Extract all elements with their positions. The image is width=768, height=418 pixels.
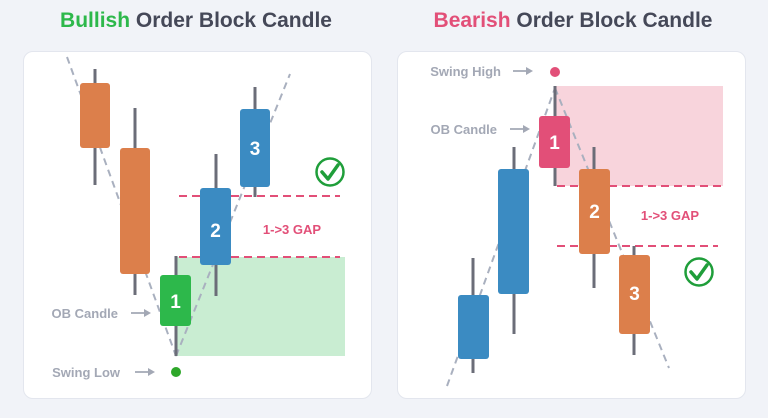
candle-label-1: 1 [170, 292, 181, 313]
arrow-right-icon [510, 125, 530, 133]
bullish-title-accent: Bullish [60, 9, 131, 32]
uptrend-line [175, 73, 291, 357]
candle-3: 3 [619, 246, 650, 355]
bearish-title-accent: Bearish [433, 9, 511, 32]
candle-label-1: 1 [549, 133, 560, 154]
candle-label-3: 3 [629, 284, 640, 305]
bullish-candle [458, 258, 489, 373]
candle-label-2: 2 [589, 202, 600, 223]
arrow-right-icon [131, 309, 151, 317]
candle-2: 2 [579, 147, 610, 288]
bearish-title-rest: Order Block Candle [510, 9, 713, 32]
ob-candle-annotation: OB Candle [431, 122, 497, 137]
bullish-title-rest: Order Block Candle [130, 9, 332, 32]
gap-label: 1->3 GAP [263, 222, 321, 237]
arrow-right-icon [513, 67, 533, 75]
candle-label-2: 2 [210, 221, 221, 242]
bullish-diagram: 1 2 3 1->3 GAP OB Candle Swing Low [52, 56, 345, 380]
ob-candle-1: 1 [160, 256, 191, 356]
check-circle-icon [684, 257, 714, 287]
candle-label-3: 3 [250, 139, 261, 160]
bearish-diagram: 1 2 3 1->3 GAP Swing High OB Candle [430, 64, 723, 387]
ob-candle-1: 1 [539, 86, 570, 186]
swing-high-annotation: Swing High [430, 64, 501, 79]
downtrend-line [554, 87, 670, 369]
gap-label: 1->3 GAP [641, 208, 699, 223]
bullish-title: Bullish Order Block Candle [0, 9, 392, 37]
swing-high-dot [550, 67, 560, 77]
bearish-title: Bearish Order Block Candle [384, 9, 762, 37]
candle-3: 3 [240, 87, 270, 197]
arrow-right-icon [135, 368, 155, 376]
bullish-candle [498, 147, 529, 334]
swing-low-annotation: Swing Low [52, 365, 121, 380]
bearish-candle [80, 69, 110, 185]
swing-low-dot [171, 367, 181, 377]
candle-2: 2 [200, 154, 231, 296]
bullish-order-block-zone [177, 257, 345, 356]
bearish-candle [120, 108, 150, 295]
check-circle-icon [315, 157, 345, 187]
ob-candle-annotation: OB Candle [52, 306, 118, 321]
